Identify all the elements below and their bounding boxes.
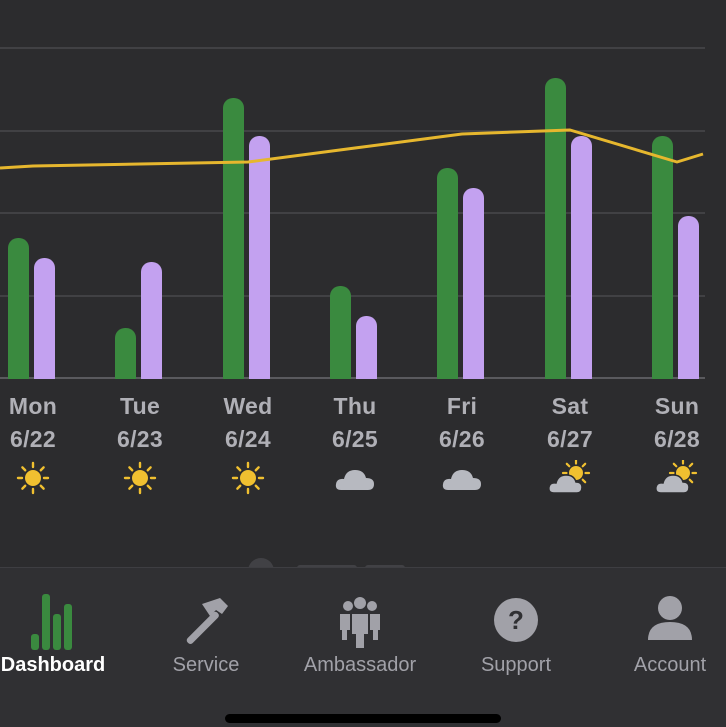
tab-support[interactable]: ? Support <box>436 568 596 688</box>
cloud-icon <box>335 470 374 490</box>
day-date: 6/22 <box>10 426 56 452</box>
bar-series2-0 <box>34 258 55 380</box>
bar-series1-4 <box>437 168 458 380</box>
day-name: Sat <box>551 393 589 419</box>
partly-sunny-icon <box>548 460 591 494</box>
day-date: 6/27 <box>547 426 593 452</box>
bar-series2-4 <box>463 188 484 380</box>
bar-series1-3 <box>330 286 351 380</box>
bar-series2-2 <box>249 136 270 380</box>
day-column: Tue 6/23 <box>85 390 195 496</box>
tab-ambassador[interactable]: Ambassador <box>280 568 440 688</box>
day-date: 6/26 <box>439 426 485 452</box>
day-name: Sun <box>654 393 700 419</box>
bar-series1-2 <box>223 98 244 380</box>
tab-account[interactable]: Account <box>590 568 726 688</box>
tab-support-label: Support <box>480 654 552 676</box>
day-column: Sun 6/28 <box>622 390 726 496</box>
sun-icon <box>16 461 50 495</box>
production-chart: Mon 6/22 Tue 6/23 Wed 6/24 Thu 6/25 Fri 6/26 Sat 6/… <box>0 47 726 496</box>
bar-series1-0 <box>8 238 29 380</box>
tab-account-label: Account <box>633 654 707 676</box>
partly-sunny-icon <box>655 460 698 494</box>
day-column: Mon 6/22 <box>0 390 88 496</box>
sun-icon <box>231 461 265 495</box>
bar-series1-6 <box>652 136 673 380</box>
group-icon <box>340 597 380 648</box>
hammer-icon <box>186 598 228 644</box>
tab-ambassador-label: Ambassador <box>303 654 417 676</box>
day-column: Wed 6/24 <box>193 390 303 496</box>
tab-service[interactable]: Service <box>126 568 286 688</box>
day-name: Mon <box>8 393 58 419</box>
tab-dashboard-label: Dashboard <box>0 654 106 676</box>
day-column: Sat 6/27 <box>515 390 625 496</box>
trend-line <box>0 128 704 170</box>
question-icon: ? <box>494 598 538 642</box>
home-indicator <box>225 714 501 723</box>
bar-series1-1 <box>115 328 136 380</box>
day-date: 6/25 <box>332 426 378 452</box>
day-name: Fri <box>446 393 478 419</box>
cloud-icon <box>442 470 481 490</box>
tab-bar: Dashboard Service Ambassador ? Support <box>0 567 726 727</box>
tab-service-label: Service <box>172 654 240 676</box>
baseline-mask <box>0 379 726 380</box>
bar-series2-1 <box>141 262 162 380</box>
day-name: Tue <box>119 393 161 419</box>
person-icon <box>648 596 692 640</box>
bar-series2-5 <box>571 136 592 380</box>
day-column: Thu 6/25 <box>300 390 410 496</box>
tab-dashboard[interactable]: Dashboard <box>0 568 133 688</box>
bar-chart-icon <box>31 594 72 650</box>
svg-text:?: ? <box>508 605 524 635</box>
day-date: 6/28 <box>654 426 700 452</box>
sun-icon <box>123 461 157 495</box>
bar-series1-5 <box>545 78 566 380</box>
bar-series2-6 <box>678 216 699 380</box>
chart-canvas <box>0 47 726 380</box>
day-date: 6/24 <box>225 426 271 452</box>
day-name: Wed <box>223 393 273 419</box>
day-name: Thu <box>333 393 377 419</box>
bar-series2-3 <box>356 316 377 380</box>
day-date: 6/23 <box>117 426 163 452</box>
day-column: Fri 6/26 <box>407 390 517 496</box>
